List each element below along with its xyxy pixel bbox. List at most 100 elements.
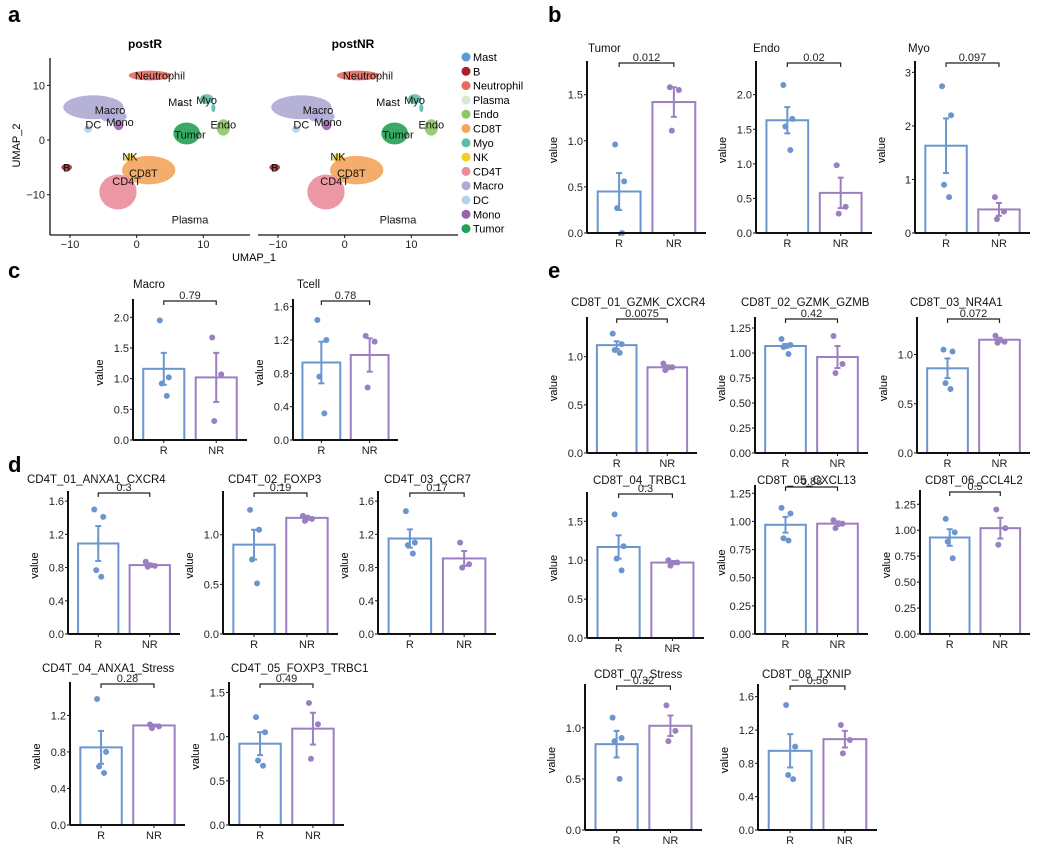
data-point-r — [948, 112, 955, 119]
x-tick-label: NR — [208, 445, 224, 457]
data-point-nr — [668, 127, 675, 134]
y-tick-label: 0.5 — [568, 400, 583, 412]
data-point-r — [254, 580, 261, 587]
error-bar-nr — [837, 176, 844, 210]
x-tick-label: NR — [830, 639, 846, 651]
y-tick-label: 0.75 — [730, 545, 751, 557]
chart-title: CD4T_04_ANXA1_Stress — [42, 663, 175, 675]
y-tick-label: 0.0 — [898, 448, 913, 460]
bar-chart-cd4t_03_ccr7: CD4T_03_CCR7 0.0 0.4 0.8 1.2 1.6 R NR value 0.17 — [339, 474, 496, 651]
y-tick-label: 1.00 — [730, 516, 751, 528]
chart-title: Macro — [133, 279, 165, 291]
legend-label: Mono — [473, 209, 501, 221]
y-tick-label: 0.4 — [51, 783, 66, 795]
cluster-blob-cd4t — [307, 174, 345, 210]
data-point-nr — [1000, 208, 1007, 215]
y-tick-label: 2.0 — [114, 312, 129, 324]
chart-title: CD4T_05_FOXP3_TRBC1 — [231, 663, 368, 675]
y-tick-label: 3 — [905, 67, 911, 79]
bracket-line — [786, 62, 842, 67]
facet-title: postR — [128, 37, 162, 51]
legend-label: CD8T — [473, 124, 502, 136]
y-tick-label: 1.0 — [114, 374, 129, 386]
legend-swatch — [461, 152, 471, 162]
cluster-label-macro: Macro — [95, 105, 126, 117]
legend-item: Endo — [461, 109, 499, 121]
data-point-nr — [218, 371, 225, 378]
x-tick-label: NR — [456, 639, 472, 651]
p-value: 0.78 — [335, 290, 356, 302]
x-tick-label: R — [786, 835, 794, 847]
data-point-r — [156, 317, 163, 324]
y-tick-label: 1.0 — [568, 352, 583, 364]
legend-item: CD4T — [461, 166, 502, 178]
y-tick-label: 0.0 — [566, 825, 581, 837]
bracket-line — [945, 62, 1000, 67]
y-tick-label: 0.5 — [737, 193, 752, 205]
y-tick-label: 0.25 — [730, 601, 751, 613]
data-point-r — [949, 555, 956, 562]
cluster-blob-macro — [100, 110, 127, 123]
error-bar-nr — [309, 711, 316, 746]
y-tick-label: 0.5 — [210, 776, 225, 788]
error-bar-r — [406, 528, 413, 549]
cluster-label-dc: DC — [293, 120, 309, 132]
data-point-r — [618, 735, 625, 742]
chart-title: CD4T_02_FOXP3 — [228, 474, 321, 486]
panel-label-e: e — [548, 258, 560, 283]
error-bar-r — [318, 340, 325, 385]
data-point-nr — [299, 512, 306, 519]
cluster-blob-dc — [84, 125, 92, 133]
legend-item: Mono — [461, 209, 501, 221]
y-axis-label: value — [716, 375, 728, 401]
data-point-r — [790, 776, 797, 783]
x-tick-label: NR — [146, 830, 162, 842]
legend-swatch — [461, 95, 471, 105]
y-tick-label: 1.0 — [210, 732, 225, 744]
x-tick-label: NR — [992, 639, 1008, 651]
legend-swatch — [461, 195, 471, 205]
y-tick-label: 0.0 — [274, 435, 289, 447]
data-point-r — [321, 410, 328, 417]
bar-chart-cd8t_07_stress: CD8T_07_Stress 0.0 0.5 1.0 R NR value 0.32 — [546, 669, 702, 847]
panel-label-a: a — [8, 2, 21, 27]
significance-bracket: 0.0075 — [616, 308, 668, 323]
bar-nr — [285, 516, 329, 636]
significance-bracket: 0.072 — [946, 308, 1001, 323]
data-point-r — [247, 506, 254, 513]
cluster-label-nk: NK — [330, 151, 346, 163]
legend-item: NK — [461, 152, 489, 164]
y-tick-label: 0.50 — [730, 573, 751, 585]
y-tick-label: 0.5 — [566, 774, 581, 786]
p-value: 0.097 — [959, 52, 987, 64]
cluster-blob-b — [269, 164, 280, 171]
y-axis-label: value — [548, 555, 560, 581]
x-tick-label: NR — [830, 458, 846, 470]
cluster-blob-mono — [114, 120, 124, 131]
chart-title: Myo — [908, 43, 930, 55]
data-point-nr — [995, 541, 1002, 548]
x-tick-label: 10 — [197, 239, 209, 251]
data-point-r — [787, 510, 794, 517]
data-point-nr — [837, 722, 844, 728]
y-tick-label: 0.8 — [49, 563, 64, 575]
legend-label: Endo — [473, 109, 499, 121]
bar-chart-cd4t_01_anxa1_cxcr4: CD4T_01_ANXA1_CXCR4 0.0 0.4 0.8 1.2 1.6 R NR val… — [27, 474, 180, 651]
x-tick-label: NR — [662, 835, 678, 847]
bar-r — [595, 344, 638, 455]
bar-r — [764, 345, 807, 454]
bar-chart-cd8t_08_txnip: CD8T_08_TXNIP 0.0 0.4 0.8 1.2 1.6 R NR value 0.56 — [719, 669, 877, 847]
cluster-blob-mast — [178, 102, 182, 107]
y-tick-label: 0 — [39, 135, 45, 147]
y-tick-label: 0.4 — [739, 792, 754, 804]
significance-bracket: 0.32 — [615, 675, 672, 690]
y-tick-label: 1.0 — [898, 350, 913, 362]
data-point-r — [91, 506, 98, 513]
cluster-blob-myo — [211, 103, 216, 113]
data-point-r — [253, 714, 260, 721]
bracket-line — [784, 318, 839, 323]
legend-item: Mast — [461, 52, 497, 64]
y-tick-label: 0.75 — [895, 551, 916, 563]
p-value: 0.49 — [276, 673, 297, 685]
